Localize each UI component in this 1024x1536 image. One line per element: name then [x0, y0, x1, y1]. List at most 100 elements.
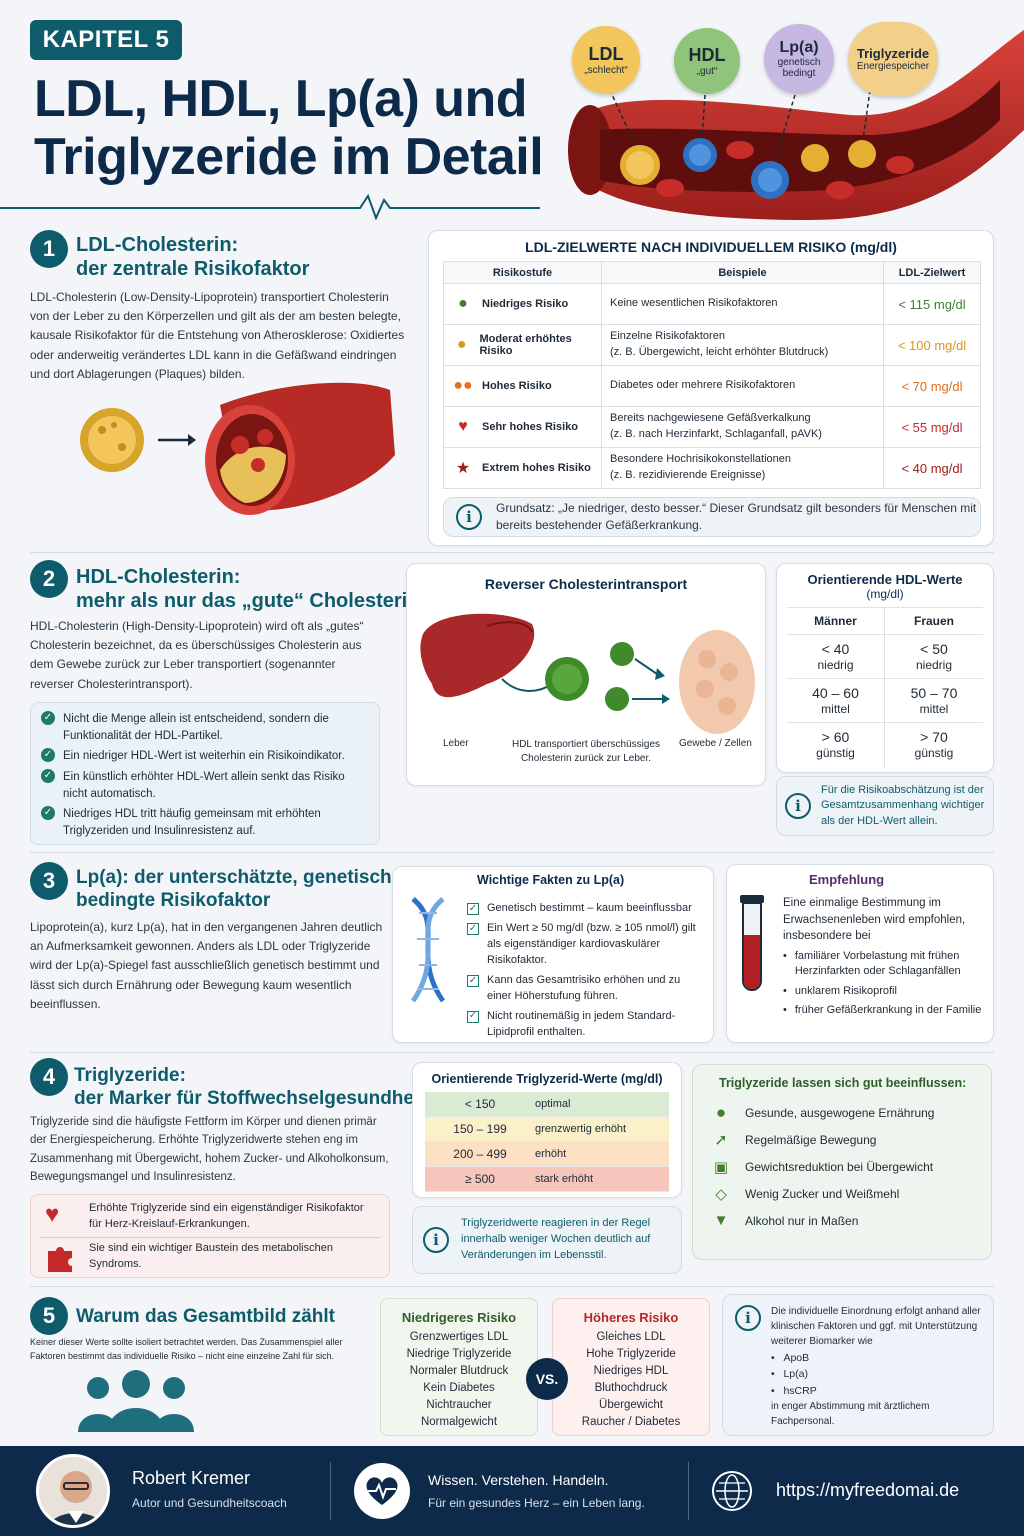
table-header-row: Risikostufe Beispiele LDL-Zielwert [443, 261, 981, 284]
risk-level: Sehr hohes Risiko [482, 421, 578, 433]
hdl-cell: 50 – 70 mittel [885, 679, 983, 724]
heart-pulse-icon [354, 1463, 410, 1519]
list-item: Gleiches LDL [596, 1331, 666, 1343]
example-detail: (z. B. rezidivierende Ereignisse) [610, 469, 766, 481]
hdl-cell: < 50 niedrig [885, 635, 983, 680]
website-link[interactable]: https://myfreedomai.de [776, 1480, 960, 1500]
table-row: ♥ Sehr hohes Risiko Bereits nachgewiesene … [443, 406, 981, 448]
tips-title: Triglyzeride lassen sich gut beeinflusse… [719, 1076, 967, 1090]
lpa-recommendation-card: Empfehlung Eine einmalige Bestimmung im … [726, 864, 994, 1043]
list-item: Bluthochdruck [594, 1382, 668, 1395]
list-item: Grenzwertiges LDL [409, 1331, 509, 1343]
divider [30, 1052, 994, 1053]
list-item: ✓ Ein Wert ≥ 50 mg/dl (bzw. ≥ 105 nmol/l)… [467, 921, 707, 969]
group-icon [78, 1370, 194, 1432]
hdl-values-table: Männer Frauen < 40 niedrig < 50 niedrig 40… [787, 607, 983, 767]
section-number-3: 3 [30, 862, 68, 900]
info-icon: i [785, 793, 811, 819]
higher-risk-list: Gleiches LDL Hohe Triglyzeride Niedriges H… [553, 1329, 709, 1431]
bullet-text: Nicht die Menge allein ist entscheidend,… [63, 713, 329, 742]
hdl-bubble-sub: „gut“ [696, 66, 718, 77]
divider [30, 552, 994, 553]
triglyceride-tips-card: Triglyzeride lassen sich gut beeinflusse… [692, 1064, 992, 1260]
fact-text: Nicht routinemäßig in jedem Standard-Lip… [487, 1009, 676, 1038]
section-3-title-line-1: Lp(a): der unterschätzte, genetisch [76, 867, 392, 888]
triglyceride-values-table: < 150 optimal 150 – 199 grenzwertig erhöht 2… [425, 1092, 669, 1192]
ldl-bubble-sub: „schlecht“ [584, 65, 628, 76]
vs-badge: VS. [526, 1358, 568, 1400]
hdl-rating: günstig [816, 746, 855, 761]
triglyceride-bubble-label: Triglyzeride [856, 46, 930, 61]
target-cell: < 55 mg/dl [883, 406, 981, 448]
avatar [36, 1454, 110, 1528]
label-liver: Leber [443, 738, 469, 749]
lpa-bubble-sub: genetisch bedingt [777, 56, 821, 80]
biomarker-item: Lp(a) [783, 1368, 808, 1381]
ldl-table-title: LDL-ZIELWERTE NACH INDIVIDUELLEM RISIKO … [525, 239, 897, 255]
fact-text: Kann das Gesamtrisiko erhöhen und zu ein… [487, 973, 681, 1002]
triglyceride-risk-box: ♥ Erhöhte Triglyzeride sind ein eigenstä… [30, 1194, 390, 1278]
lower-risk-list: Grenzwertiges LDL Niedrige Triglyzeride No… [381, 1329, 537, 1431]
lower-risk-title: Niedrigeres Risiko [401, 1310, 517, 1325]
triglyceride-values-card: Orientierende Triglyzerid-Werte (mg/dl) … [412, 1062, 682, 1198]
example-cell: Besondere Hochrisikokonstellationen (z. B… [601, 447, 884, 489]
list-item: ✓ Nicht die Menge allein ist entscheidend… [41, 711, 369, 744]
example-detail: (z. B. Übergewicht, leicht erhöhter Blut… [610, 346, 829, 358]
author-name: Robert Kremer [132, 1468, 251, 1488]
example-cell: Diabetes oder mehrere Risikofaktoren [601, 365, 884, 407]
hdl-rating: mittel [821, 701, 850, 716]
example-text: Keine wesentlichen Risikofaktoren [610, 297, 778, 310]
list-item: ▣ Gewichtsreduktion bei Übergewicht [711, 1153, 981, 1180]
list-item: ◇ Wenig Zucker und Weißmehl [711, 1180, 981, 1207]
triglyceride-rating: optimal [535, 1098, 571, 1110]
scale-icon: ▣ [713, 1158, 729, 1176]
heart-icon: ♥ [45, 1201, 60, 1228]
table-row: 200 – 499 erhöht [425, 1142, 669, 1167]
section-number-1: 1 [30, 230, 68, 268]
hdl-value: > 70 [920, 729, 948, 746]
lpa-facts-list: ✓ Genetisch bestimmt – kaum beeinflussbar… [467, 901, 707, 1045]
biomarker-info-text: Die individuelle Einordnung erfolgt anha… [771, 1306, 981, 1347]
hdl-note-box: i Für die Risikoabschätzung ist der Gesa… [776, 776, 994, 836]
triglyceride-range: ≥ 500 [465, 1172, 495, 1186]
section-1-title-line-2: der zentrale Risikofaktor [76, 258, 310, 281]
triglyceride-note-box: i Triglyzeridwerte reagieren in der Rege… [412, 1206, 682, 1274]
list-item: Raucher / Diabetes [581, 1416, 681, 1429]
risk-level: Niedriges Risiko [482, 298, 569, 310]
wine-glass-icon: ▼ [713, 1212, 729, 1229]
list-item: ● Gesunde, ausgewogene Ernährung [711, 1099, 981, 1126]
lpa-facts-card: Wichtige Fakten zu Lp(a) ✓ Genetisch best… [392, 866, 714, 1043]
section-number-4: 4 [30, 1058, 68, 1096]
list-item: • früher Gefäßerkrankung in der Familie [783, 1003, 989, 1018]
lower-risk-card: Niedrigeres Risiko Grenzwertiges LDL Nied… [380, 1298, 538, 1436]
tip-text: Gesunde, ausgewogene Ernährung [745, 1105, 935, 1120]
divider [39, 1237, 381, 1238]
check-icon: ✓ [41, 748, 55, 763]
section-2-title-line-2: mehr als nur das „gute“ Cholesterin [76, 590, 420, 613]
fact-text: Genetisch bestimmt – kaum beeinflussbar [487, 902, 692, 914]
hdl-value: < 50 [920, 641, 948, 657]
ldl-bubble: LDL „schlecht“ [572, 26, 640, 94]
hdl-value: > 60 [821, 729, 850, 746]
list-item: ✓ Genetisch bestimmt – kaum beeinflussbar [467, 901, 707, 917]
col-header-men: Männer [787, 608, 885, 635]
risk-cell: ● Niedriges Risiko [443, 283, 602, 325]
table-row: ≥ 500 stark erhöht [425, 1167, 669, 1192]
hdl-bubble: HDL „gut“ [674, 28, 740, 94]
list-item: Niedrige Triglyzeride [406, 1348, 512, 1361]
hdl-values-unit: (mg/dl) [866, 587, 904, 601]
bullet-text: Ein niedriger HDL-Wert ist weiterhin ein… [63, 750, 345, 763]
dna-icon [410, 897, 446, 1003]
divider [30, 1286, 994, 1287]
puzzle-icon [48, 1247, 72, 1272]
fact-text: Ein Wert ≥ 50 mg/dl (bzw. ≥ 105 nmol/l) … [487, 921, 696, 966]
hdl-rating: niedrig [915, 657, 953, 672]
section-1-title: LDL-Cholesterin: der zentrale Risikofakt… [76, 233, 309, 282]
person-icon: ● [458, 295, 468, 312]
info-icon: i [456, 504, 482, 530]
section-2-text: HDL-Cholesterin (High-Density-Lipoprotei… [30, 619, 364, 691]
section-1-text: LDL-Cholesterin (Low-Density-Lipoprotein… [30, 290, 405, 381]
col-header-examples: Beispiele [601, 261, 884, 284]
triglyceride-range: 200 – 499 [453, 1147, 507, 1161]
section-3-title-line-2: bedingte Risikofaktor [76, 890, 271, 912]
